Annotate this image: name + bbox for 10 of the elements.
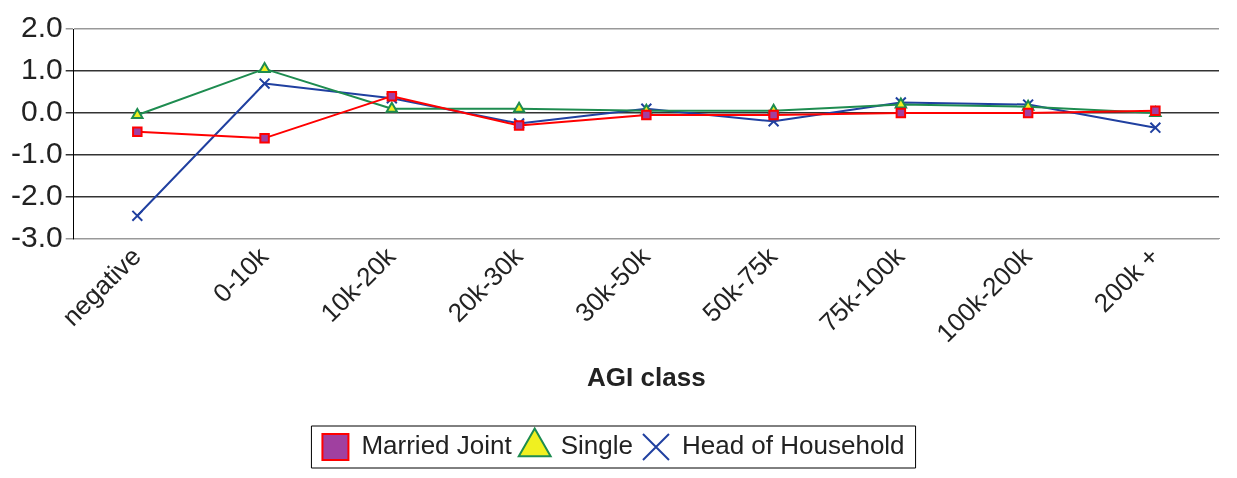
legend-label: Head of Household bbox=[681, 430, 905, 461]
y-tick-label: -1.0 bbox=[10, 136, 63, 170]
y-tick-label: 1.0 bbox=[20, 52, 63, 86]
y-tick-label: 2.0 bbox=[20, 10, 63, 44]
y-tick-label: -3.0 bbox=[10, 220, 63, 254]
y-tick-label: -2.0 bbox=[10, 178, 63, 212]
legend-label: Married Joint bbox=[361, 430, 513, 461]
y-tick-label: 0.0 bbox=[20, 94, 63, 128]
legend-label: Single bbox=[560, 430, 633, 461]
x-axis-title: AGI class bbox=[587, 361, 706, 392]
